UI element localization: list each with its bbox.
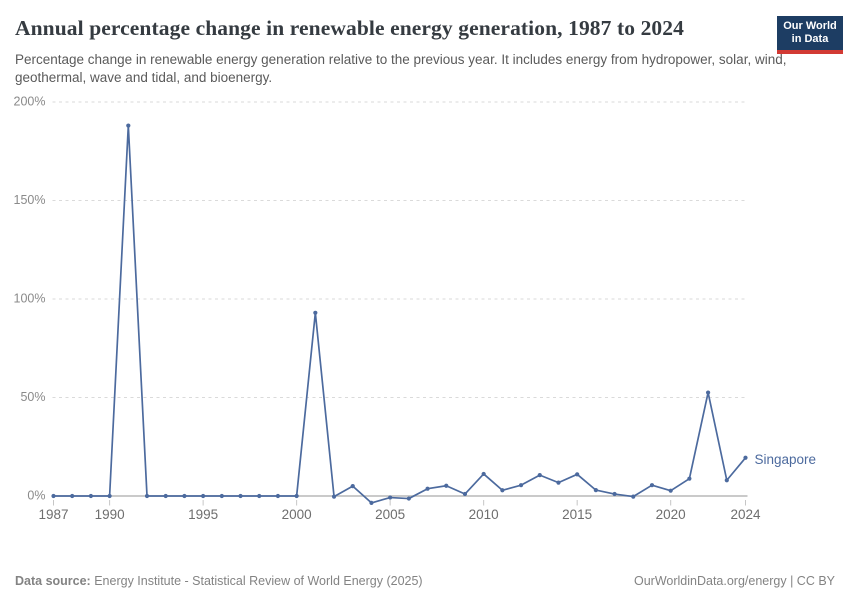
x-axis-label: 2015 (562, 507, 592, 522)
line-chart[interactable]: 0% 50% 100% 150% 200% 1987 1990 1995 2000 2005 201… (0, 89, 850, 534)
chart-subtitle: Percentage change in renewable energy ge… (15, 52, 787, 85)
data-point[interactable] (275, 493, 281, 499)
data-point[interactable] (575, 472, 580, 477)
data-point[interactable] (425, 486, 430, 491)
data-point[interactable] (257, 493, 262, 499)
data-point[interactable] (350, 484, 355, 489)
chart-title: Annual percentage change in renewable en… (15, 16, 684, 40)
data-line[interactable] (52, 124, 747, 504)
x-axis-label: 2020 (656, 507, 686, 522)
series-label[interactable]: Singapore (755, 452, 817, 467)
data-point[interactable] (537, 473, 542, 478)
owid-logo[interactable]: Our World in Data (777, 16, 843, 54)
data-point[interactable] (70, 493, 75, 499)
x-axis-label: 2010 (469, 507, 499, 522)
credit-link[interactable]: OurWorldinData.org/energy | CC BY (633, 574, 835, 588)
data-point[interactable] (369, 500, 374, 505)
data-point[interactable] (182, 493, 187, 499)
y-axis-label: 150% (14, 193, 46, 207)
footer: Data source: Energy Institute - Statisti… (0, 574, 850, 588)
data-point[interactable] (144, 493, 150, 499)
data-source-label: Data source: (15, 574, 91, 588)
data-point[interactable] (687, 476, 692, 481)
data-point[interactable] (481, 471, 486, 477)
data-point[interactable] (126, 123, 131, 128)
x-axis-label: 2000 (282, 507, 312, 522)
data-point[interactable] (107, 493, 112, 499)
owid-logo-line2: in Data (791, 33, 829, 45)
data-point[interactable] (88, 493, 94, 499)
data-point[interactable] (556, 480, 561, 485)
x-axis-label: 1995 (188, 507, 218, 522)
data-point[interactable] (51, 493, 56, 499)
y-axis-label: 100% (14, 291, 46, 305)
data-point[interactable] (743, 455, 748, 460)
header: Annual percentage change in renewable en… (0, 0, 850, 87)
data-point[interactable] (724, 478, 729, 483)
data-point[interactable] (518, 483, 524, 488)
data-point[interactable] (649, 483, 655, 488)
data-point[interactable] (406, 496, 411, 501)
data-point[interactable] (500, 488, 505, 493)
data-point[interactable] (201, 493, 206, 499)
data-point[interactable] (631, 494, 636, 499)
x-axis-label: 1987 (38, 507, 68, 522)
data-point[interactable] (313, 310, 318, 315)
x-axis-label: 2024 (730, 507, 761, 522)
data-point[interactable] (612, 491, 617, 497)
data-source: Data source: Energy Institute - Statisti… (15, 574, 423, 588)
data-point[interactable] (668, 488, 673, 493)
data-point[interactable] (462, 491, 468, 497)
x-axis-label: 2005 (375, 507, 405, 522)
data-point[interactable] (238, 493, 243, 499)
data-source-text: Energy Institute - Statistical Review of… (90, 574, 423, 588)
data-point[interactable] (444, 483, 449, 488)
data-point[interactable] (705, 390, 711, 395)
owid-logo-line1: Our World (783, 20, 837, 32)
data-point[interactable] (388, 495, 393, 500)
y-axis-label: 50% (20, 390, 45, 404)
data-point[interactable] (294, 493, 299, 499)
y-axis-label: 200% (14, 94, 46, 108)
y-axis-label: 0% (27, 488, 45, 502)
data-point[interactable] (593, 487, 598, 493)
data-point[interactable] (219, 493, 224, 499)
data-point[interactable] (163, 493, 168, 499)
data-point[interactable] (331, 494, 337, 499)
x-axis-label: 1990 (95, 507, 125, 522)
